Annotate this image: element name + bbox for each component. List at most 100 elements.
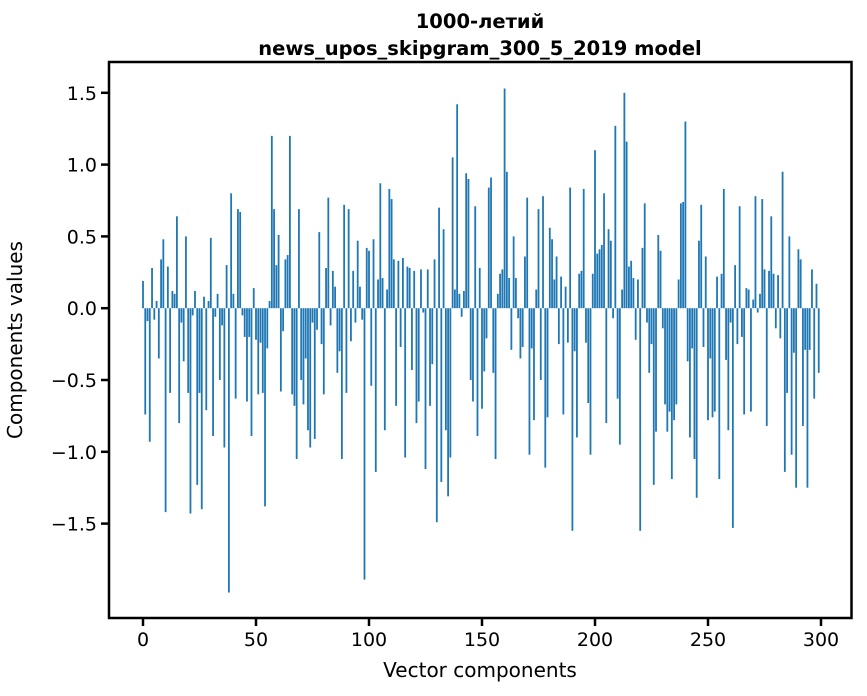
bar (625, 141, 628, 309)
bar (241, 308, 244, 316)
bar (148, 308, 151, 442)
bar (426, 269, 429, 309)
bar (817, 308, 820, 373)
bar (352, 270, 355, 309)
bar (316, 308, 318, 330)
bar (417, 308, 420, 402)
bar (741, 308, 743, 337)
bar (166, 266, 169, 309)
bar (790, 308, 793, 455)
bar (207, 301, 210, 309)
bar (722, 189, 725, 309)
bar (379, 183, 382, 309)
bar (786, 308, 788, 393)
bar (320, 308, 323, 345)
bar (277, 234, 280, 309)
bar (433, 259, 436, 309)
bar (404, 308, 407, 458)
bar (340, 308, 343, 459)
bar (151, 267, 153, 309)
bar (408, 267, 411, 309)
bar (182, 308, 185, 362)
bar (336, 308, 339, 373)
bar (777, 275, 779, 309)
bar (402, 257, 404, 309)
bar (779, 308, 782, 339)
bar (248, 308, 251, 337)
bar (686, 308, 689, 362)
x-tick-label: 100 (351, 629, 387, 651)
bar (481, 308, 483, 409)
bar (451, 157, 454, 309)
bar (257, 308, 260, 395)
bar (546, 308, 549, 418)
bar (718, 308, 721, 480)
y-tick-label: 0.0 (67, 298, 97, 320)
bar (492, 308, 495, 373)
bar (693, 308, 696, 459)
bar (144, 308, 147, 415)
bar (282, 308, 285, 332)
bar (598, 249, 601, 309)
bar (413, 270, 416, 309)
bar (770, 216, 773, 309)
bar (318, 232, 321, 309)
bar (289, 135, 291, 309)
bar (444, 308, 447, 431)
bar (295, 308, 298, 459)
bar (377, 279, 379, 309)
y-tick-label: −1.0 (51, 442, 97, 464)
y-tick-label: 1.0 (67, 155, 97, 177)
bar (234, 308, 237, 399)
bar (797, 249, 800, 309)
y-tick-label: 1.5 (67, 83, 97, 105)
bar (435, 308, 438, 523)
bar (483, 308, 486, 372)
bar (194, 290, 196, 309)
bar (420, 269, 422, 309)
x-tick-label: 150 (464, 629, 500, 651)
bar (702, 308, 705, 347)
bar (227, 308, 230, 593)
x-tick-label: 200 (577, 629, 613, 651)
bar (609, 240, 612, 309)
bar (616, 308, 619, 399)
bar (566, 308, 569, 343)
bar (675, 308, 678, 405)
bar (311, 308, 314, 323)
bar (596, 253, 599, 309)
bar (239, 211, 242, 309)
bar (564, 286, 567, 309)
bar (632, 278, 635, 309)
bar (607, 229, 610, 309)
bar (580, 270, 583, 309)
bar (544, 308, 547, 468)
bar (304, 308, 307, 359)
bar (720, 273, 723, 309)
bar (424, 308, 427, 470)
bar (659, 250, 662, 309)
chart-title-line2: news_upos_skipgram_300_5_2019 model (258, 37, 702, 60)
bar (300, 308, 303, 380)
bar (759, 293, 761, 309)
bar (160, 259, 162, 309)
bar (628, 266, 630, 309)
bar (648, 308, 651, 373)
bar (191, 308, 194, 316)
bar (374, 308, 377, 472)
bar (291, 308, 294, 395)
bar (548, 227, 551, 309)
bar (788, 236, 791, 309)
y-tick-label: 0.5 (67, 226, 97, 248)
bar (474, 206, 477, 309)
bar (356, 240, 359, 309)
bar (666, 308, 669, 432)
bar (343, 204, 346, 309)
bar (431, 308, 434, 365)
bar (679, 203, 682, 309)
bar (485, 308, 488, 339)
bar (266, 308, 269, 349)
bar (350, 308, 352, 342)
bar (729, 308, 732, 323)
